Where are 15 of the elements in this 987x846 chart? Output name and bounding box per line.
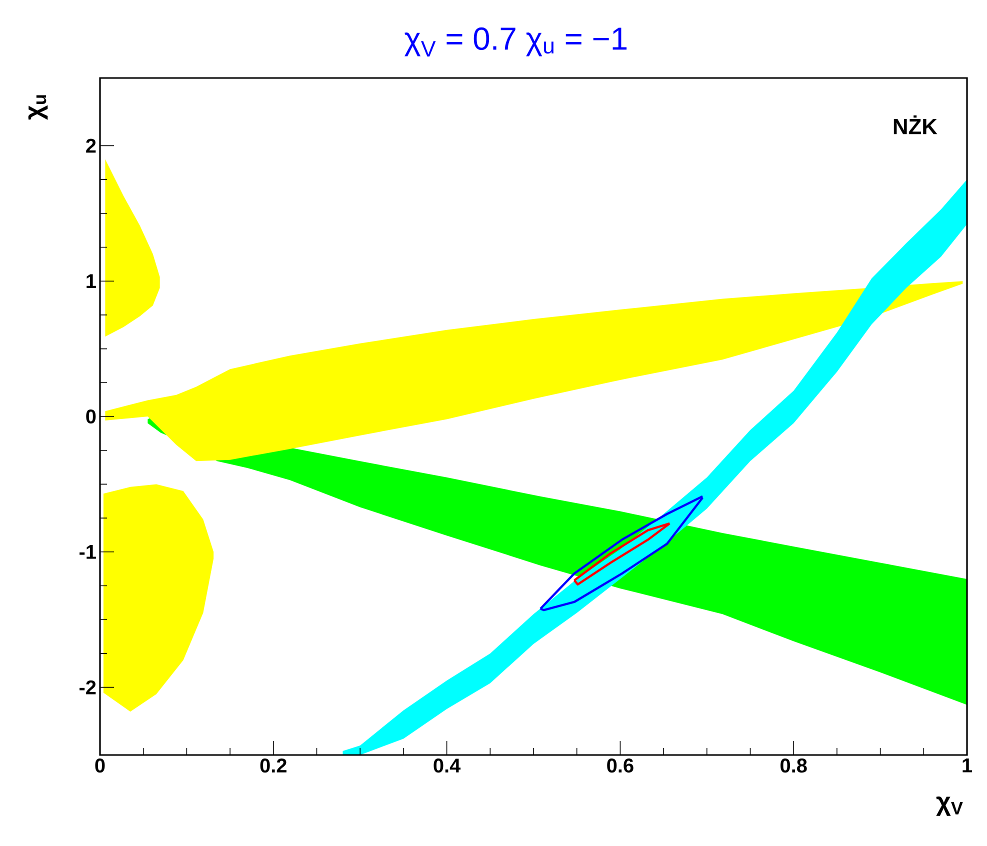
chart-title: χ$_{V}$ = 0.7 χ$_{u}$ = −1 — [404, 27, 627, 56]
x-tick-label: 0.4 — [434, 758, 461, 773]
y-tick-label: 2 — [86, 138, 96, 153]
y-tick-label: -2 — [80, 680, 96, 694]
y-tick-label: 0 — [86, 409, 96, 424]
x-tick-label: 0.2 — [260, 758, 286, 773]
annotation: NŻK — [894, 115, 938, 134]
y-tick-label: -1 — [80, 545, 96, 559]
x-tick-label: 0.6 — [607, 758, 634, 773]
y-tick-label: 1 — [86, 274, 96, 288]
x-tick-label: 0 — [95, 758, 105, 773]
x-tick-label: 0.8 — [780, 758, 807, 773]
x-tick-label: 1 — [962, 758, 972, 772]
y-axis-title: χ$_{u}$ — [28, 95, 48, 120]
x-axis-title: χ$_{V}$ — [936, 796, 963, 816]
